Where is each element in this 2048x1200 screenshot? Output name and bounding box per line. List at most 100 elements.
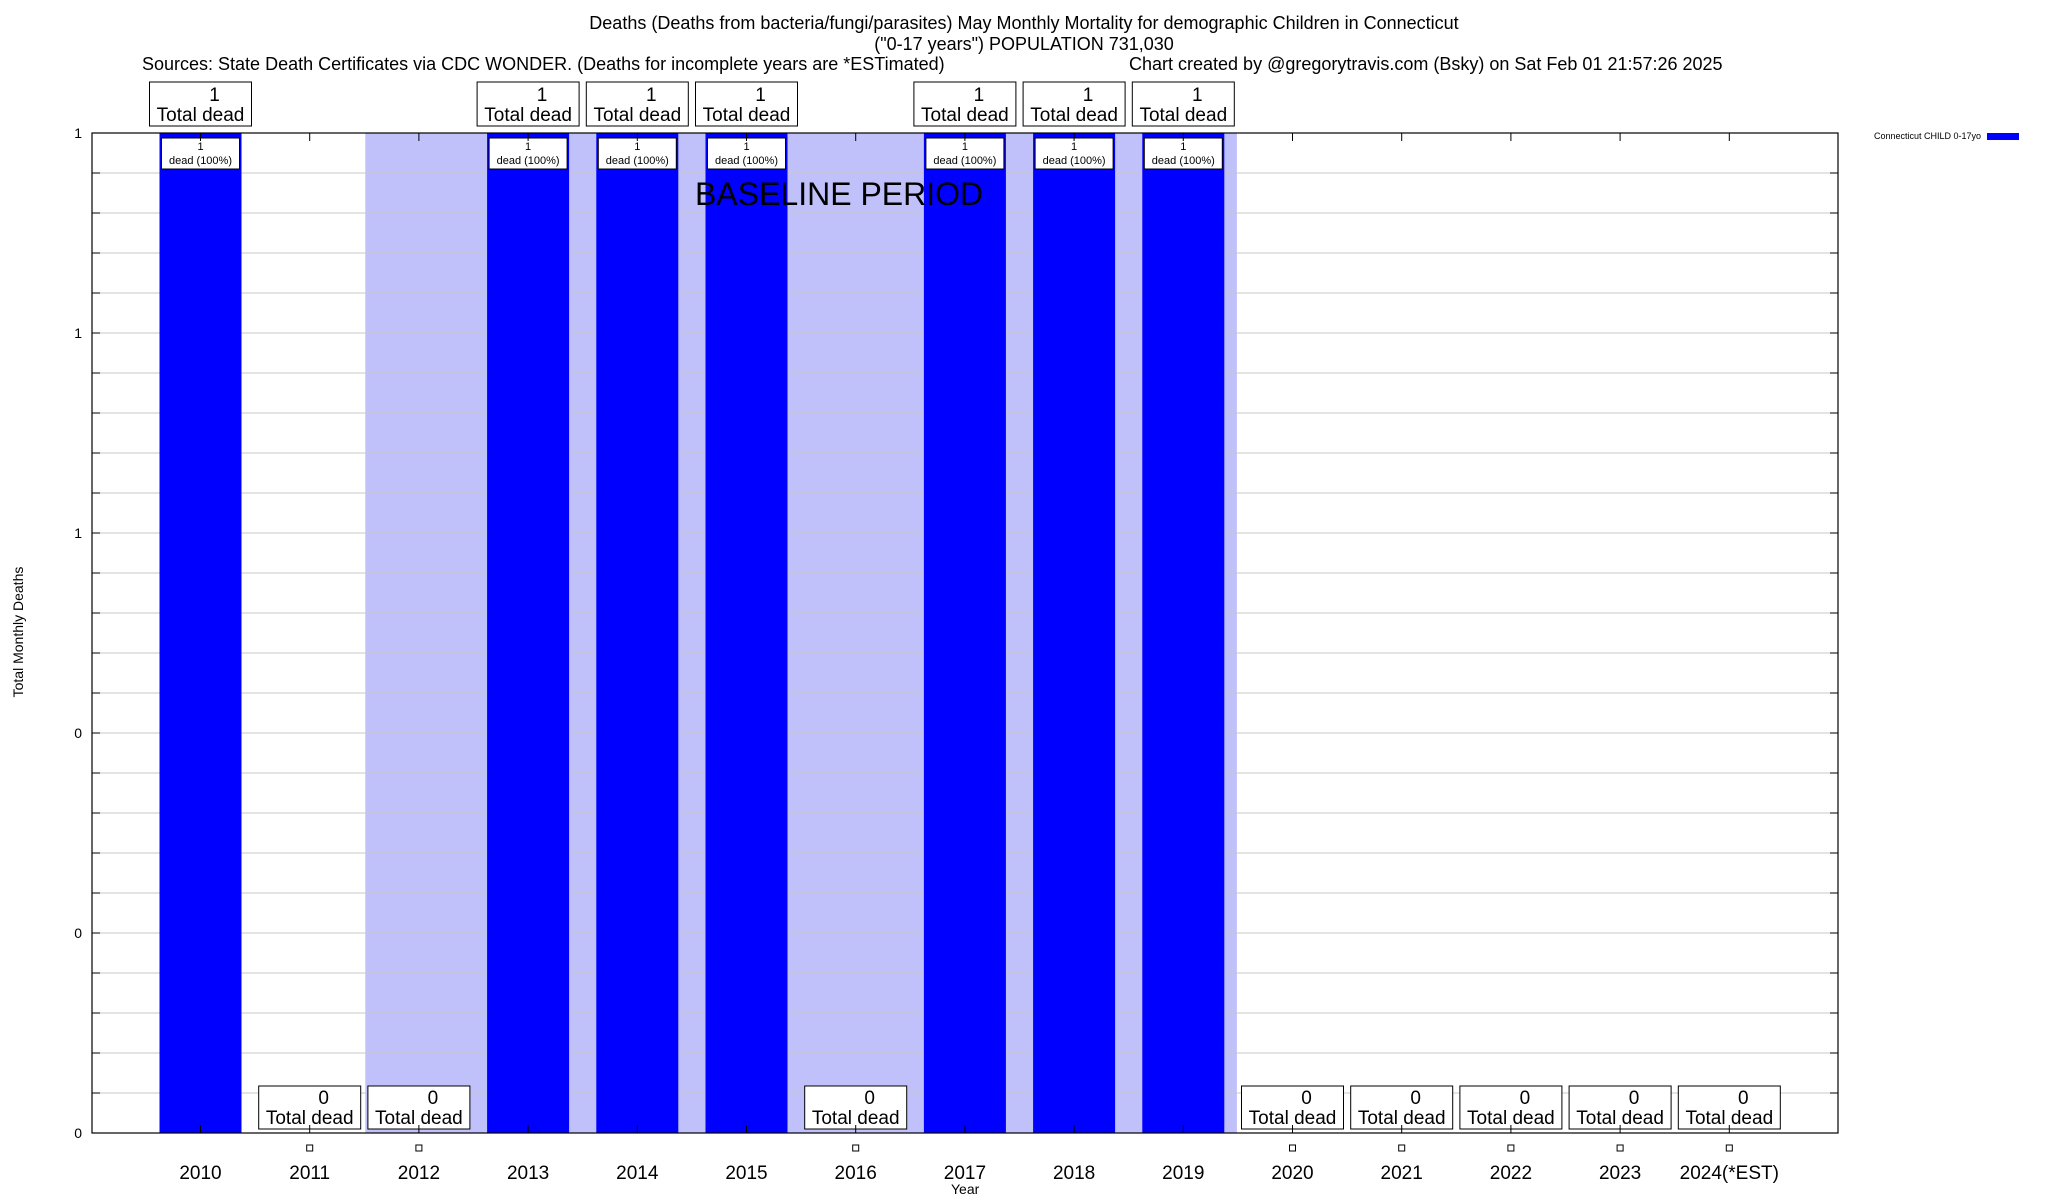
- bar-2017: [923, 133, 1006, 1133]
- total-label-box: [695, 81, 798, 127]
- bar-2015: [705, 133, 788, 1133]
- bar-inner-value: 1: [197, 141, 203, 153]
- bar-inner-label-box: [1034, 137, 1114, 170]
- total-label-value: 1: [209, 85, 220, 106]
- chart-title-line-1: Deaths (Deaths from bacteria/fungi/paras…: [589, 13, 1459, 33]
- x-axis-label: Year: [951, 1181, 980, 1197]
- total-label-value: 1: [537, 85, 548, 106]
- x-tick-label: 2013: [507, 1163, 549, 1184]
- total-label-text: Total dead: [1030, 105, 1118, 126]
- x-tick-label: 2021: [1381, 1163, 1423, 1184]
- total-label-box: [804, 1085, 908, 1130]
- x-tick-label: 2022: [1490, 1163, 1532, 1184]
- baseline-period-label: BASELINE PERIOD: [695, 176, 983, 212]
- bar-2013: [487, 133, 570, 1133]
- total-label-text: Total dead: [1467, 1108, 1555, 1129]
- bar-inner-percent: dead (100%): [1152, 155, 1215, 167]
- x-tick-label: 2017: [944, 1163, 986, 1184]
- bar-inner-percent: dead (100%): [497, 155, 560, 167]
- bar-inner-value: 1: [634, 141, 640, 153]
- total-label-text: Total dead: [375, 1108, 463, 1129]
- total-label-box: [585, 81, 689, 127]
- bar-inner-percent: dead (100%): [933, 155, 996, 167]
- bar-inner-percent: dead (100%): [1043, 155, 1106, 167]
- total-label-text: Total dead: [266, 1108, 354, 1129]
- total-label-text: Total dead: [1358, 1108, 1446, 1129]
- total-label-box: [1022, 81, 1126, 127]
- x-tick-label: 2011: [289, 1163, 330, 1184]
- x-tick-label: 2024(*EST): [1680, 1163, 1779, 1184]
- bar-inner-percent: dead (100%): [169, 155, 232, 167]
- total-label-box: [1131, 81, 1235, 127]
- total-label-text: Total dead: [1249, 1108, 1337, 1129]
- total-label-text: Total dead: [921, 105, 1009, 126]
- bar-inner-label-box: [488, 137, 568, 170]
- zero-marker: [1398, 1144, 1406, 1152]
- x-tick-label: 2020: [1271, 1163, 1313, 1184]
- total-label-text: Total dead: [157, 105, 245, 126]
- total-label-text: Total dead: [484, 105, 572, 126]
- total-label-value: 1: [1083, 85, 1094, 106]
- total-label-value: 1: [646, 85, 657, 106]
- total-label-value: 1: [974, 85, 985, 106]
- bar-inner-value: 1: [743, 141, 749, 153]
- bar-2010: [159, 133, 242, 1133]
- total-label-box: [1677, 1085, 1781, 1130]
- total-label-value: 0: [428, 1088, 439, 1109]
- bar-inner-value: 1: [525, 141, 531, 153]
- bar-inner-value: 1: [1180, 141, 1186, 153]
- total-label-box: [1568, 1085, 1672, 1130]
- x-tick-label: 2014: [616, 1163, 659, 1184]
- y-tick-label: 0: [74, 725, 82, 741]
- total-label-box: [913, 81, 1017, 127]
- total-label-value: 1: [755, 85, 766, 106]
- chart-credit: Chart created by @gregorytravis.com (Bsk…: [1129, 54, 1723, 74]
- zero-marker: [1725, 1144, 1733, 1152]
- zero-marker: [1507, 1144, 1515, 1152]
- plot-border: [91, 132, 1839, 1134]
- bar-2019: [1142, 133, 1225, 1133]
- bar-inner-percent: dead (100%): [606, 155, 669, 167]
- x-tick-label: 2012: [398, 1163, 440, 1184]
- zero-marker: [1289, 1144, 1296, 1152]
- total-label-value: 0: [1410, 1088, 1421, 1109]
- total-label-value: 0: [1301, 1088, 1312, 1109]
- total-label-box: [1350, 1085, 1454, 1130]
- bar-inner-percent: dead (100%): [715, 155, 778, 167]
- total-label-value: 1: [1192, 85, 1203, 106]
- y-tick-label: 0: [74, 1125, 82, 1141]
- total-label-box: [258, 1085, 362, 1130]
- y-tick-label: 1: [74, 125, 82, 141]
- bar-inner-label-box: [161, 137, 240, 170]
- total-label-value: 0: [864, 1088, 875, 1109]
- x-tick-label: 2019: [1162, 1163, 1204, 1184]
- x-tick-label: 2023: [1599, 1163, 1641, 1184]
- total-label-value: 0: [1738, 1088, 1749, 1109]
- zero-marker: [306, 1144, 314, 1152]
- legend-entry-label: Connecticut CHILD 0-17yo: [1874, 131, 1982, 141]
- y-tick-label: 0: [74, 925, 82, 941]
- x-tick-label: 2016: [835, 1163, 877, 1184]
- chart-sources: Sources: State Death Certificates via CD…: [142, 54, 945, 74]
- total-label-box: [367, 1085, 471, 1130]
- total-label-value: 0: [318, 1088, 329, 1109]
- zero-marker: [852, 1144, 860, 1152]
- y-tick-label: 1: [74, 325, 82, 341]
- total-label-text: Total dead: [1576, 1108, 1664, 1129]
- y-axis-label: Total Monthly Deaths: [10, 566, 26, 698]
- total-label-text: Total dead: [593, 105, 681, 126]
- x-tick-label: 2010: [179, 1163, 221, 1184]
- total-label-box: [476, 81, 580, 127]
- zero-marker: [415, 1144, 423, 1152]
- total-label-value: 0: [1520, 1088, 1531, 1109]
- bar-inner-value: 1: [1071, 141, 1077, 153]
- total-label-text: Total dead: [1139, 105, 1227, 126]
- bar-2018: [1033, 133, 1116, 1133]
- total-label-text: Total dead: [812, 1108, 900, 1129]
- total-label-text: Total dead: [1685, 1108, 1773, 1129]
- zero-marker: [1616, 1144, 1624, 1152]
- legend: Connecticut CHILD 0-17yo: [1874, 131, 2020, 141]
- total-label-text: Total dead: [703, 105, 791, 126]
- legend-swatch: [1987, 132, 2020, 140]
